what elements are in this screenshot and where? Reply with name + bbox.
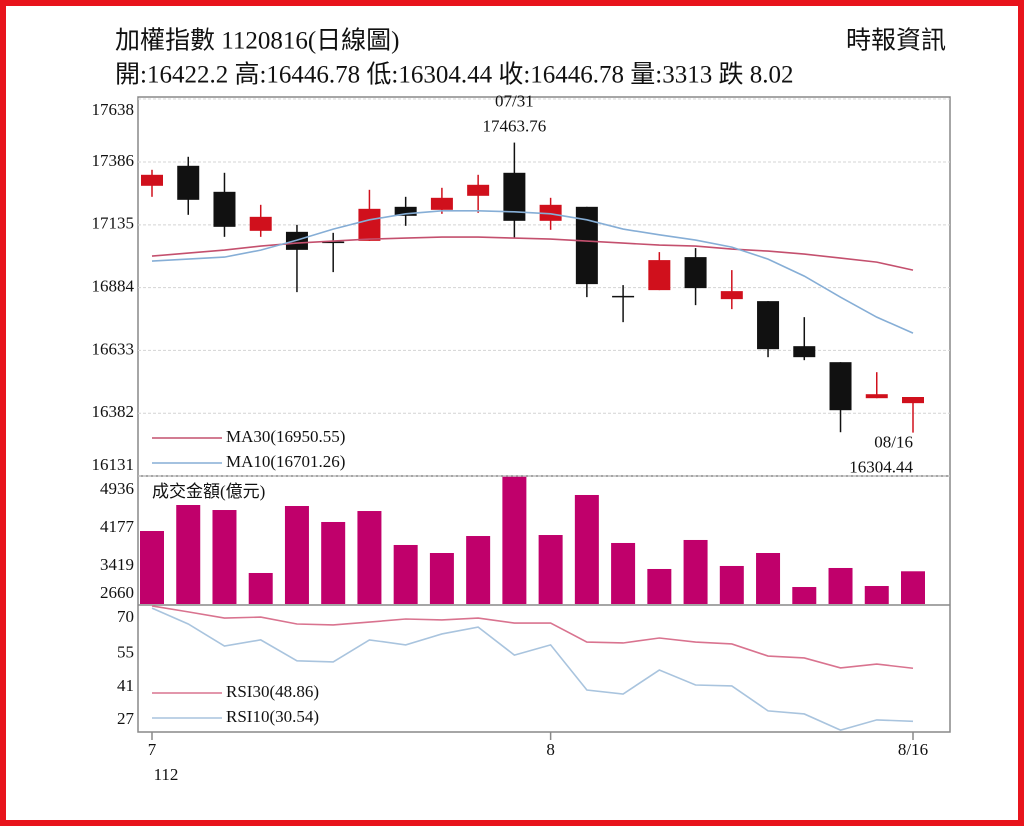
annotation-date: 08/16 [874, 433, 913, 452]
candle-body [358, 208, 381, 241]
bar [828, 567, 853, 604]
y-tick-label: 3419 [100, 555, 134, 574]
bar [538, 535, 563, 604]
bar [176, 505, 201, 604]
legend-label: MA10(16701.26) [226, 452, 345, 471]
legend-label: RSI10(30.54) [226, 707, 319, 726]
bar [502, 476, 527, 604]
bar [429, 553, 454, 604]
candle-body [575, 206, 598, 285]
y-tick-label: 17386 [92, 151, 135, 170]
bar [212, 510, 237, 604]
legend-label: RSI30(48.86) [226, 682, 319, 701]
x-tick-label: 8 [546, 740, 555, 759]
y-tick-label: 2660 [100, 583, 134, 602]
candle-body [213, 191, 236, 227]
y-tick-label: 41 [117, 676, 134, 695]
y-tick-label: 4936 [100, 479, 134, 498]
bar [756, 553, 781, 604]
candle-body [829, 362, 852, 411]
annotation-date: 07/31 [495, 91, 534, 110]
x-tick-label: 7 [148, 740, 157, 759]
line [151, 210, 914, 334]
candle-body [793, 346, 816, 358]
bar [792, 587, 817, 604]
candle-body [141, 174, 163, 186]
bar [248, 572, 273, 604]
y-tick-label: 16884 [92, 277, 135, 296]
candle-body [539, 204, 562, 221]
x-tick-label: 8/16 [898, 740, 928, 759]
y-tick-label: 55 [117, 643, 134, 662]
candle-body [757, 301, 780, 350]
panel-title: 成交金額(億元) [152, 482, 265, 501]
source: 時報資訊 [846, 27, 946, 55]
plot-frame [137, 96, 951, 733]
candle-body [684, 257, 707, 289]
y-tick-label: 17638 [92, 100, 135, 119]
bar [719, 565, 744, 604]
bar [393, 544, 418, 604]
candle-body [249, 216, 272, 231]
candle-body [503, 172, 526, 221]
annotation-value: 16304.44 [849, 458, 913, 477]
bar [466, 536, 491, 604]
candle-body [902, 397, 924, 404]
y-tick-label: 27 [117, 709, 135, 728]
bar [140, 531, 164, 604]
line [151, 607, 914, 731]
candle-body [394, 206, 417, 216]
line [151, 605, 914, 670]
bar [611, 542, 636, 604]
quote: 開:16422.2 高:16446.78 低:16304.44 收:16446.… [115, 61, 793, 89]
bar [321, 521, 346, 604]
legend-label: MA30(16950.55) [226, 427, 345, 446]
bar [284, 506, 309, 604]
bar [357, 511, 382, 604]
candle-body [322, 241, 345, 244]
y-tick-label: 17135 [92, 214, 135, 233]
y-tick-label: 16382 [92, 402, 135, 421]
y-tick-label: 4177 [100, 517, 135, 536]
candle-body [430, 197, 453, 210]
year-label: 112 [154, 765, 179, 784]
chart-title: 加權指數 1120816(日線圖) [115, 27, 399, 55]
candle-body [648, 260, 671, 291]
bar [574, 494, 599, 604]
candle-body [177, 165, 200, 200]
bar [683, 539, 708, 604]
bar [864, 586, 889, 604]
annotation-value: 17463.76 [483, 116, 547, 135]
y-tick-label: 16131 [92, 455, 135, 474]
y-tick-label: 70 [117, 607, 134, 626]
candle-body [865, 394, 888, 399]
y-tick-label: 16633 [92, 339, 135, 358]
candle-body [720, 291, 743, 300]
candle-body [612, 295, 635, 298]
candle-body [467, 184, 490, 196]
bar [647, 568, 672, 604]
bar [901, 571, 925, 604]
